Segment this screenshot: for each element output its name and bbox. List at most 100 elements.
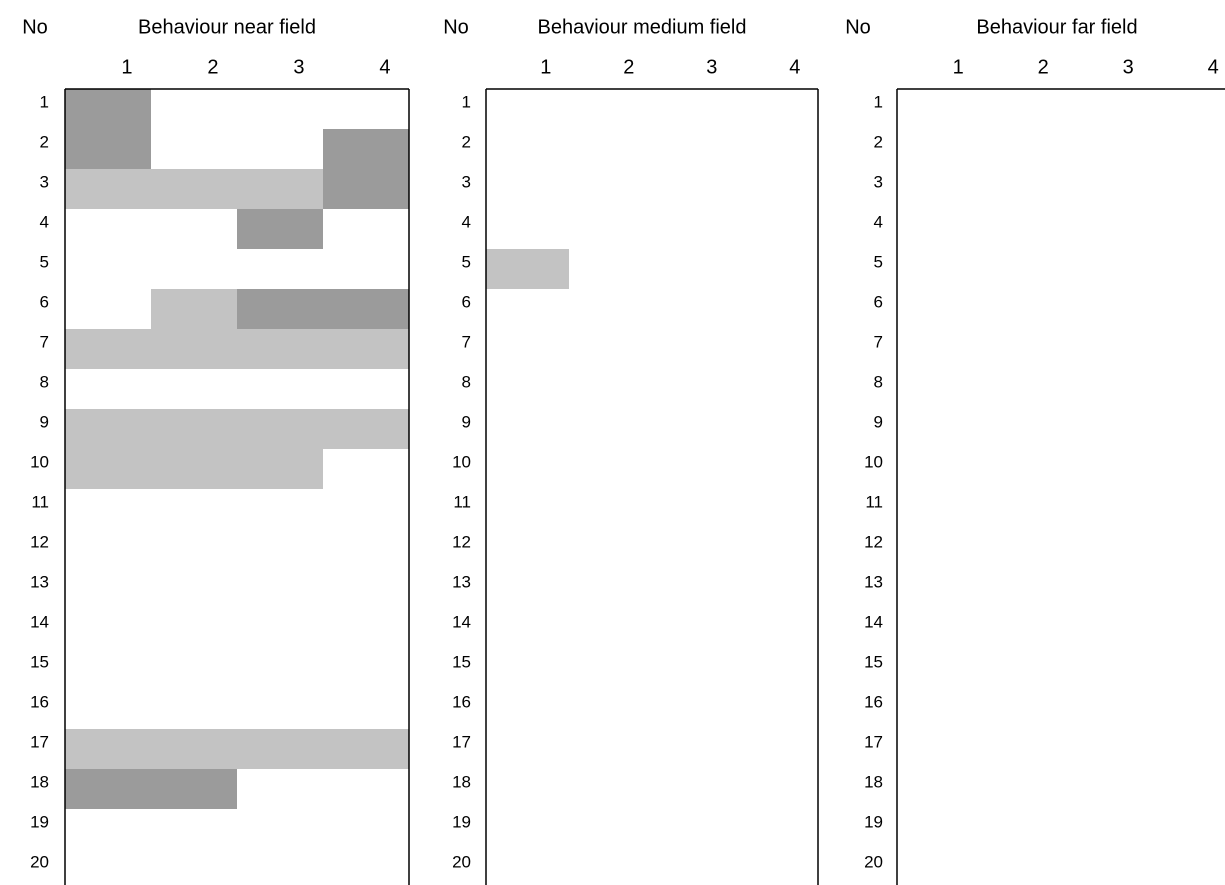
column-label: 2 [207,56,218,78]
cell-shade [65,89,151,129]
column-label: 3 [1123,56,1134,78]
row-label: 12 [30,532,49,551]
cell-shade [65,329,151,369]
column-label: 1 [953,56,964,78]
cell-shade [65,729,151,769]
row-label: 16 [30,692,49,711]
row-label: 1 [462,92,471,111]
row-label: 2 [874,132,883,151]
panel-title: Behaviour medium field [538,16,747,38]
row-label: 17 [864,732,883,751]
cell-shade [151,169,237,209]
cell-shade [65,409,151,449]
row-label: 10 [864,452,883,471]
row-label: 11 [453,492,471,511]
no-header: No [443,16,469,38]
column-label: 4 [789,56,800,78]
row-label: 14 [452,612,471,631]
column-label: 1 [540,56,551,78]
cell-shade [151,329,237,369]
row-label: 15 [452,652,471,671]
row-label: 8 [462,372,471,391]
cell-shade [237,289,323,329]
row-label: 8 [40,372,49,391]
column-label: 1 [121,56,132,78]
row-label: 16 [452,692,471,711]
row-label: 4 [874,212,883,231]
row-label: 13 [30,572,49,591]
row-label: 3 [462,172,471,191]
row-label: 10 [452,452,471,471]
cell-shade [237,169,323,209]
row-label: 4 [462,212,471,231]
cell-shade [323,409,409,449]
column-label: 4 [379,56,390,78]
row-label: 15 [30,652,49,671]
row-label: 5 [40,252,49,271]
row-label: 5 [462,252,471,271]
row-label: 3 [874,172,883,191]
row-label: 7 [462,332,471,351]
row-label: 4 [40,212,49,231]
row-label: 6 [40,292,49,311]
row-label: 9 [874,412,883,431]
row-label: 19 [30,812,49,831]
cell-shade [151,729,237,769]
row-label: 1 [874,92,883,111]
row-label: 2 [40,132,49,151]
cell-shade [237,409,323,449]
cell-shade [151,769,237,809]
cell-shade [486,249,569,289]
cell-shade [237,209,323,249]
row-label: 19 [452,812,471,831]
row-label: 9 [40,412,49,431]
row-label: 18 [864,772,883,791]
row-label: 9 [462,412,471,431]
row-label: 6 [462,292,471,311]
row-label: 1 [40,92,49,111]
column-label: 3 [706,56,717,78]
row-label: 11 [865,492,883,511]
cell-shade [151,289,237,329]
row-label: 12 [452,532,471,551]
cell-shade [237,329,323,369]
cell-shade [151,449,237,489]
row-label: 20 [864,852,883,871]
row-label: 13 [864,572,883,591]
row-label: 13 [452,572,471,591]
row-label: 17 [452,732,471,751]
row-label: 7 [40,332,49,351]
row-label: 6 [874,292,883,311]
column-label: 2 [623,56,634,78]
column-label: 3 [293,56,304,78]
row-label: 19 [864,812,883,831]
row-label: 2 [462,132,471,151]
cell-shade [323,169,409,209]
cell-shade [323,329,409,369]
row-label: 12 [864,532,883,551]
row-label: 16 [864,692,883,711]
row-label: 18 [452,772,471,791]
cell-shade [151,409,237,449]
cell-shade [65,169,151,209]
row-label: 20 [30,852,49,871]
row-label: 14 [864,612,883,631]
no-header: No [22,16,48,38]
cell-shade [65,769,151,809]
column-label: 2 [1038,56,1049,78]
row-label: 3 [40,172,49,191]
column-label: 4 [1208,56,1219,78]
row-label: 11 [31,492,49,511]
row-label: 7 [874,332,883,351]
cell-shade [65,449,151,489]
row-label: 18 [30,772,49,791]
no-header: No [845,16,871,38]
cell-shade [323,129,409,169]
panel-title: Behaviour near field [138,16,316,38]
cell-shade [323,289,409,329]
row-label: 5 [874,252,883,271]
panel-title: Behaviour far field [976,16,1137,38]
row-label: 14 [30,612,49,631]
